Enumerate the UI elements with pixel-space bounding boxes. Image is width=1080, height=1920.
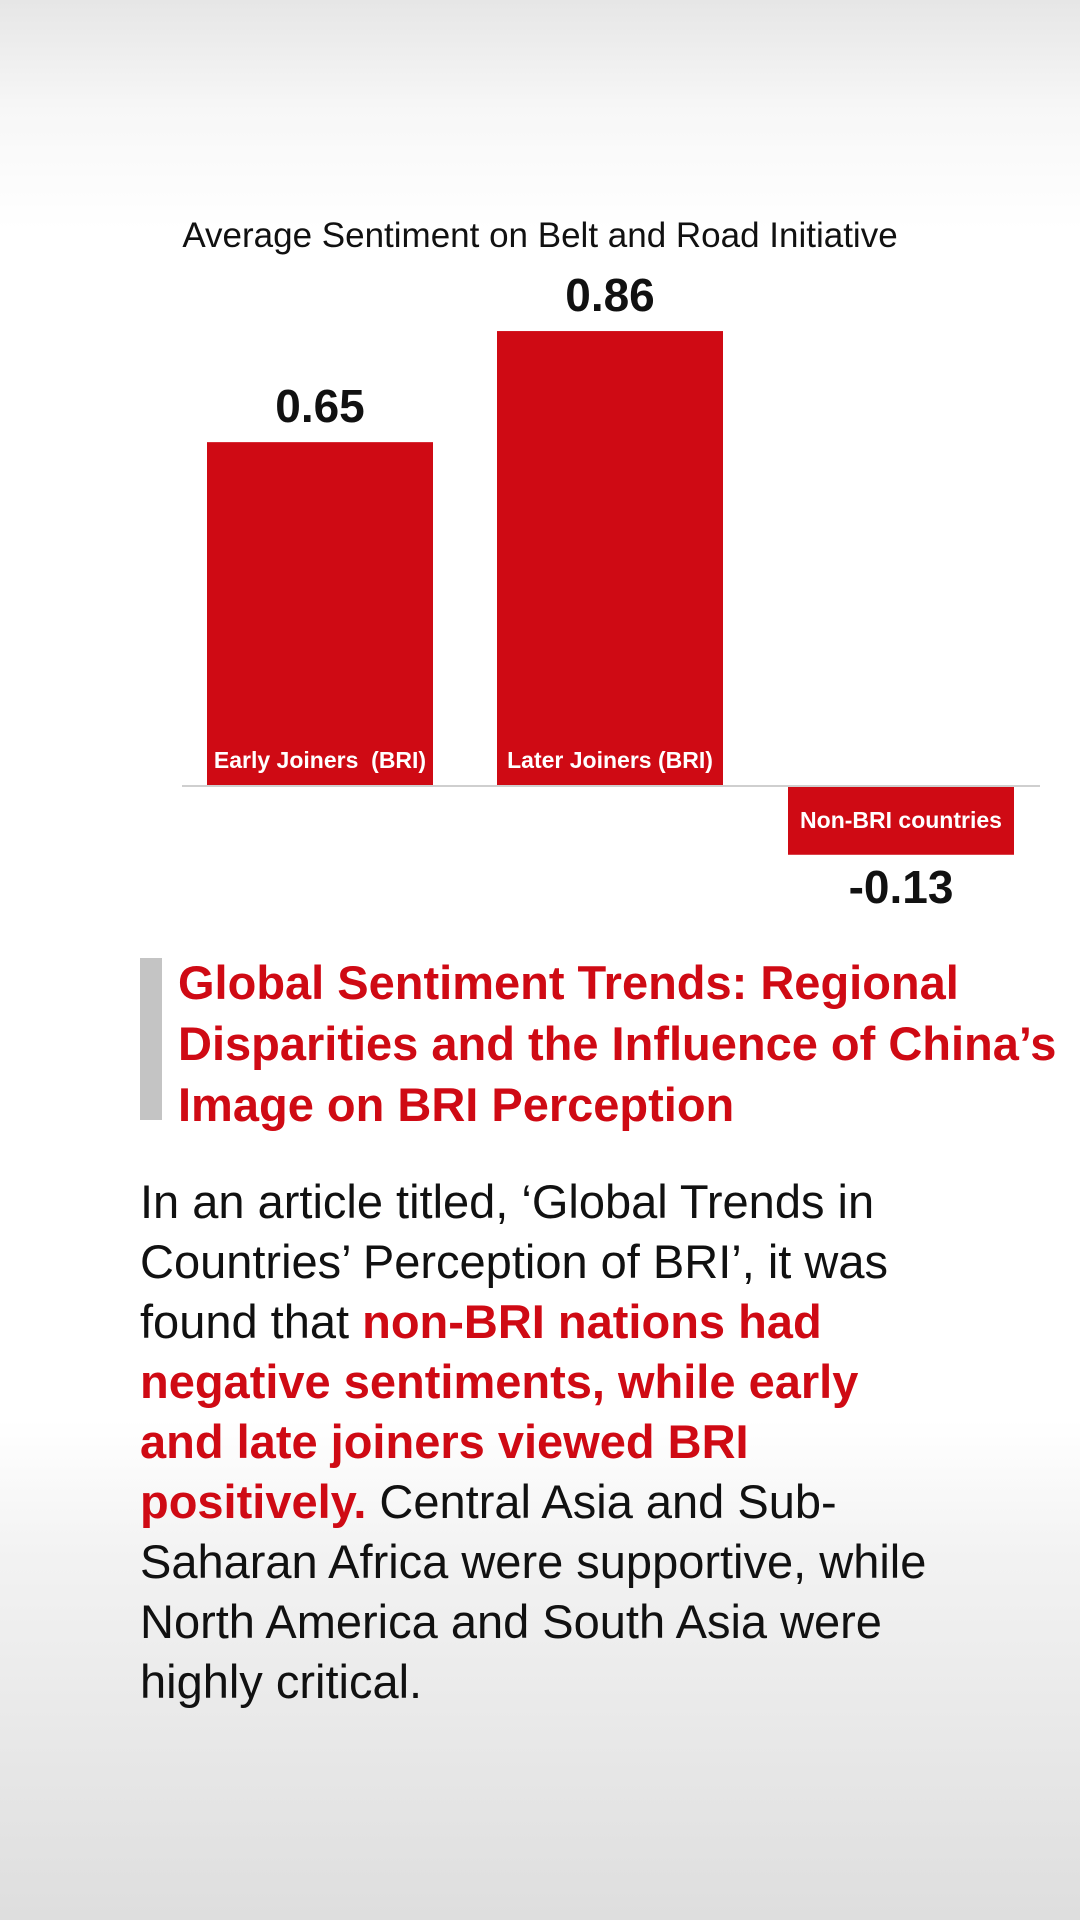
bar-category-label-1: Later Joiners (BRI)	[507, 747, 713, 773]
bars-layer: 0.65 Early Joiners (BRI) 0.86 Later Joiners…	[207, 269, 1014, 913]
bar-0	[207, 442, 433, 786]
bar-2	[788, 786, 1014, 855]
bar-value-label-0: 0.65	[275, 380, 365, 432]
bar-chart: Average Sentiment on Belt and Road Initi…	[0, 0, 1080, 930]
bar-1	[497, 331, 723, 786]
chart-title: Average Sentiment on Belt and Road Initi…	[182, 216, 897, 255]
bar-category-label-2: Non-BRI countries	[800, 807, 1002, 833]
body-rest: Central Asia and Sub-Saharan Africa were…	[140, 1475, 927, 1708]
bar-category-label-0: Early Joiners (BRI)	[214, 747, 426, 773]
body-highlight: non-BRI nations had negative sentiments,…	[140, 1295, 859, 1528]
article-body: In an article titled, ‘Global Trends in …	[140, 1172, 940, 1712]
article-headline: Global Sentiment Trends: Regional Dispar…	[178, 956, 1057, 1131]
headline-quote-bar	[140, 958, 162, 1120]
body-intro: In an article titled, ‘Global Trends in …	[140, 1175, 888, 1348]
bar-value-label-2: -0.13	[849, 861, 954, 913]
chart-svg: Average Sentiment on Belt and Road Initi…	[182, 216, 1040, 913]
bar-value-label-1: 0.86	[565, 269, 655, 321]
